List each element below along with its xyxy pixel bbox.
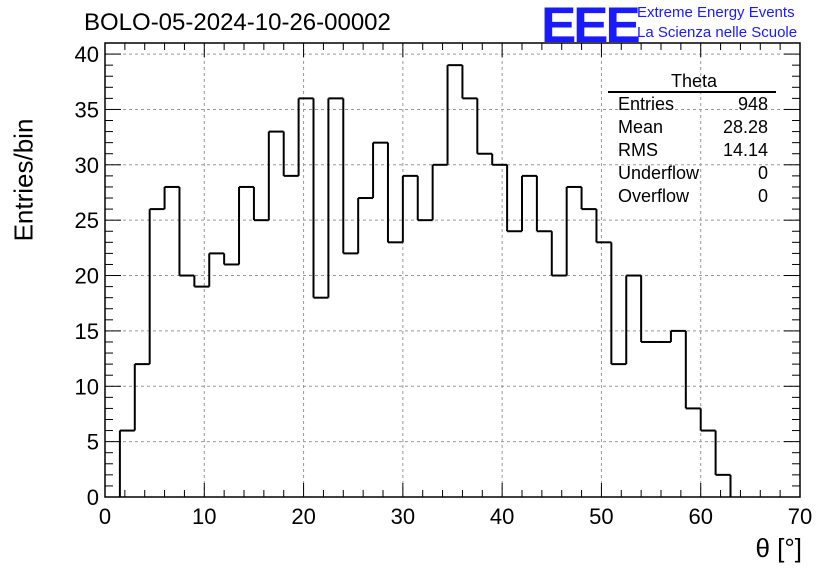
chart-title: BOLO-05-2024-10-26-00002: [84, 9, 391, 36]
y-tick-label: 20: [75, 264, 99, 289]
x-axis-label: θ [°]: [755, 533, 802, 563]
stats-value: 14.14: [722, 140, 768, 160]
x-tick-label: 70: [788, 504, 812, 529]
stats-value: 0: [757, 186, 768, 206]
x-tick-label: 40: [490, 504, 514, 529]
x-tick-label: 60: [688, 504, 712, 529]
y-tick-label: 5: [87, 430, 99, 455]
logo-line-2: La Scienza nelle Scuole: [637, 24, 798, 41]
stats-value: 28.28: [722, 117, 768, 137]
stats-row-overflow: Overflow 0: [608, 185, 776, 208]
y-tick-label: 30: [75, 153, 99, 178]
stats-row-entries: Entries 948: [608, 93, 776, 116]
stats-box-name: Theta: [608, 71, 776, 93]
y-axis-label: Entries/bin: [8, 118, 39, 242]
y-tick-label: 40: [75, 42, 99, 67]
y-tick-label: 25: [75, 208, 99, 233]
stats-row-rms: RMS 14.14: [608, 139, 776, 162]
stats-label: Entries: [618, 94, 675, 114]
y-tick-label: 15: [75, 319, 99, 344]
y-axis-label-container: Entries/bin: [4, 110, 44, 250]
stats-box: Theta Entries 948 Mean 28.28 RMS 14.14 U…: [608, 71, 776, 208]
stats-value: 0: [757, 163, 768, 183]
x-tick-label: 30: [391, 504, 415, 529]
stats-label: Underflow: [618, 163, 700, 183]
stats-row-underflow: Underflow 0: [608, 162, 776, 185]
y-tick-label: 35: [75, 97, 99, 122]
x-tick-label: 10: [192, 504, 216, 529]
logo-line-1: Extreme Energy Events: [637, 4, 795, 21]
y-tick-label: 10: [75, 374, 99, 399]
stats-label: Mean: [618, 117, 664, 137]
stats-label: RMS: [618, 140, 658, 160]
stats-row-mean: Mean 28.28: [608, 116, 776, 139]
x-tick-label: 0: [99, 504, 111, 529]
x-tick-label: 20: [291, 504, 315, 529]
stats-label: Overflow: [618, 186, 690, 206]
x-tick-label: 50: [589, 504, 613, 529]
eee-logo: EEE: [541, 0, 641, 53]
y-tick-label: 0: [87, 485, 99, 510]
stats-value: 948: [737, 94, 768, 114]
plot-frame: [104, 42, 801, 498]
